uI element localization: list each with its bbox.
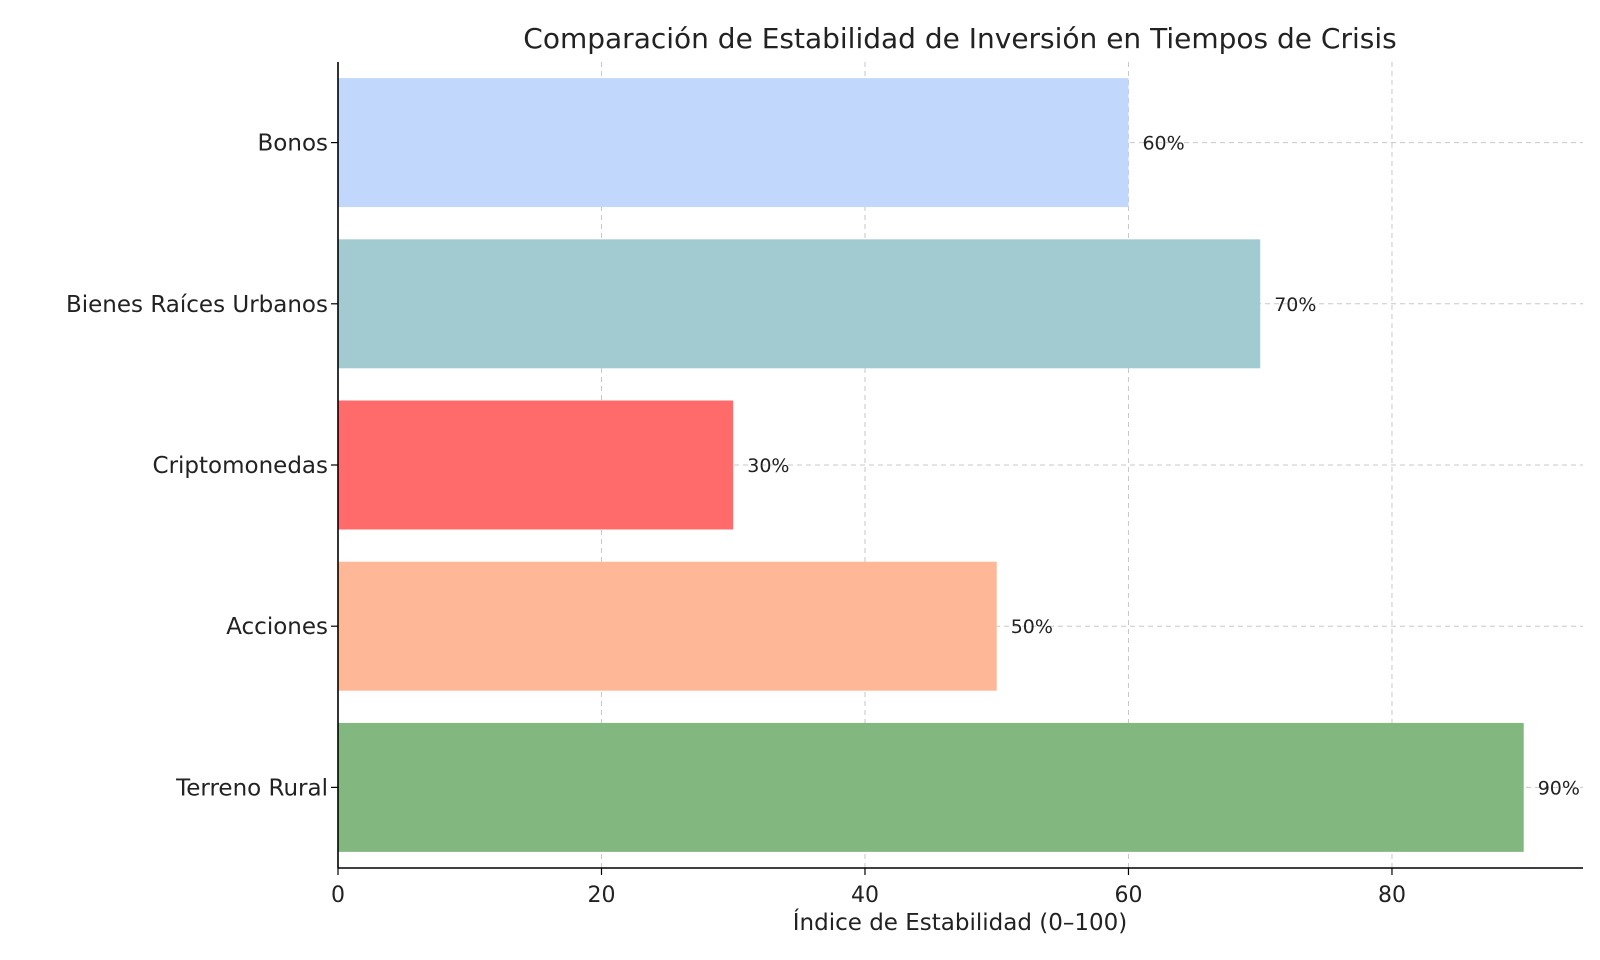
bar-2 [338,400,734,530]
category-label-3: Acciones [226,614,328,640]
bar-1 [338,239,1261,369]
x-axis-ticks: 0 20 40 60 80 [331,868,1406,908]
data-labels: 60% 70% 30% 50% 90% [747,133,1580,800]
category-label-2: Criptomonedas [153,453,328,479]
category-label-0: Bonos [258,131,328,157]
x-tick-label-60: 60 [1114,883,1142,908]
bar-3 [338,561,997,691]
bars [338,78,1524,852]
data-label-1: 70% [1274,294,1316,316]
x-tick-label-40: 40 [851,883,879,908]
category-label-1: Bienes Raíces Urbanos [66,292,328,318]
chart-title: Comparación de Estabilidad de Inversión … [523,22,1396,55]
data-label-2: 30% [747,455,789,477]
x-tick-label-20: 20 [587,883,615,908]
bar-4 [338,722,1524,852]
x-axis-label: Índice de Estabilidad (0–100) [793,908,1128,936]
bar-0 [338,78,1129,208]
category-label-4: Terreno Rural [175,775,328,801]
x-tick-label-80: 80 [1378,883,1406,908]
x-tick-label-0: 0 [331,883,345,908]
data-label-0: 60% [1142,133,1184,155]
data-label-4: 90% [1538,777,1580,799]
data-label-3: 50% [1011,616,1053,638]
y-axis-categories: Bonos Bienes Raíces Urbanos Criptomonedas A… [66,131,338,801]
